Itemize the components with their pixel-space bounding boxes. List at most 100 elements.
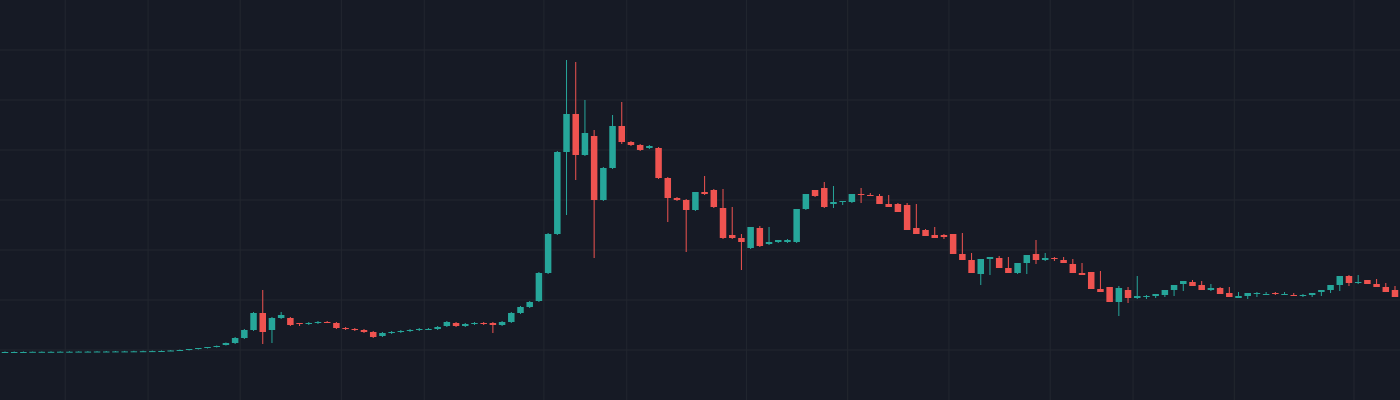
candle-body bbox=[462, 324, 469, 326]
candle-body bbox=[1005, 268, 1012, 273]
candle-body bbox=[121, 351, 128, 353]
candle-body bbox=[830, 202, 837, 204]
candle-body bbox=[517, 307, 524, 313]
candle-body bbox=[931, 235, 938, 238]
candle-body bbox=[848, 194, 856, 202]
candle-body bbox=[425, 329, 432, 330]
candle-body bbox=[489, 323, 497, 325]
candle-body bbox=[719, 208, 727, 238]
candle-body bbox=[1327, 285, 1334, 290]
candle-body bbox=[333, 323, 340, 328]
candle-body bbox=[351, 329, 359, 330]
candle-body bbox=[10, 352, 18, 353]
candle-body bbox=[149, 351, 156, 353]
candle-body bbox=[323, 322, 331, 323]
candle-body bbox=[968, 260, 975, 273]
candle-body bbox=[563, 114, 570, 152]
candle-body bbox=[406, 330, 414, 331]
candle-body bbox=[1281, 294, 1288, 295]
candle-body bbox=[1299, 295, 1307, 296]
candle-body bbox=[692, 192, 699, 210]
candle-body bbox=[765, 242, 773, 244]
candle-body bbox=[1382, 287, 1390, 292]
candle-body bbox=[508, 313, 515, 322]
candle-body bbox=[1391, 290, 1399, 297]
candle-body bbox=[636, 145, 644, 150]
candle-body bbox=[710, 190, 718, 207]
candle-body bbox=[747, 227, 754, 248]
candle-body bbox=[93, 351, 101, 353]
candle-body bbox=[369, 332, 377, 337]
candle-body bbox=[728, 235, 736, 238]
candle-body bbox=[158, 351, 165, 352]
candle-body bbox=[995, 258, 1003, 268]
candle-body bbox=[213, 346, 220, 347]
candle-body bbox=[1373, 284, 1380, 287]
candle-body bbox=[1023, 255, 1031, 263]
candle-body bbox=[581, 133, 589, 155]
candle-body bbox=[756, 228, 764, 246]
candle-body bbox=[241, 330, 248, 338]
candle-body bbox=[922, 230, 929, 236]
candle-body bbox=[20, 352, 27, 353]
candle-body bbox=[130, 351, 138, 353]
candle-body bbox=[1097, 289, 1104, 292]
candle-body bbox=[1253, 293, 1261, 294]
candle-body bbox=[885, 204, 892, 207]
candle-body bbox=[231, 338, 239, 343]
candle-body bbox=[480, 323, 487, 324]
candle-body bbox=[1041, 258, 1049, 260]
candle-body bbox=[1, 352, 9, 353]
candle-body bbox=[1272, 293, 1279, 294]
candle-body bbox=[38, 351, 46, 353]
candle-body bbox=[1244, 293, 1251, 296]
candle-body bbox=[66, 351, 73, 353]
candle-body bbox=[1115, 288, 1123, 302]
candle-body bbox=[1032, 254, 1040, 260]
candle-body bbox=[618, 126, 626, 142]
candle-body bbox=[701, 192, 708, 194]
candle-body bbox=[554, 152, 561, 234]
candle-body bbox=[1060, 260, 1067, 263]
candle-body bbox=[1226, 293, 1233, 297]
candle-body bbox=[1336, 276, 1344, 285]
candle-body bbox=[498, 322, 506, 325]
candle-body bbox=[1207, 288, 1215, 290]
candle-body bbox=[112, 351, 119, 353]
candle-body bbox=[572, 114, 579, 155]
candle-body bbox=[1014, 263, 1021, 273]
candle-body bbox=[903, 205, 911, 230]
candle-body bbox=[314, 322, 322, 323]
candle-body bbox=[1069, 264, 1077, 273]
candle-body bbox=[434, 327, 441, 329]
candle-body bbox=[1262, 294, 1270, 295]
candle-body bbox=[1078, 273, 1086, 275]
candle-body bbox=[894, 204, 902, 212]
candle-body bbox=[913, 228, 920, 234]
candle-body bbox=[664, 178, 672, 198]
candle-body bbox=[471, 323, 478, 324]
candle-body bbox=[1152, 294, 1159, 296]
candle-body bbox=[821, 188, 828, 207]
candle-body bbox=[176, 350, 184, 351]
candle-body bbox=[839, 201, 846, 202]
candle-body bbox=[646, 146, 653, 148]
candle-body bbox=[811, 190, 819, 196]
candle-body bbox=[103, 351, 110, 353]
candle-body bbox=[784, 240, 791, 242]
candle-body bbox=[1134, 296, 1141, 298]
candle-body bbox=[1290, 295, 1297, 296]
candle-body bbox=[535, 273, 543, 301]
candle-body bbox=[443, 322, 451, 326]
candle-body bbox=[673, 198, 681, 200]
candle-body bbox=[56, 351, 64, 353]
candle-body bbox=[1198, 285, 1205, 290]
candle-body bbox=[940, 235, 948, 237]
candle-body bbox=[167, 350, 174, 352]
candle-body bbox=[590, 136, 598, 200]
candle-body bbox=[388, 332, 395, 333]
candle-body bbox=[379, 333, 386, 336]
candle-body bbox=[1051, 258, 1058, 259]
candle-body bbox=[47, 351, 55, 353]
